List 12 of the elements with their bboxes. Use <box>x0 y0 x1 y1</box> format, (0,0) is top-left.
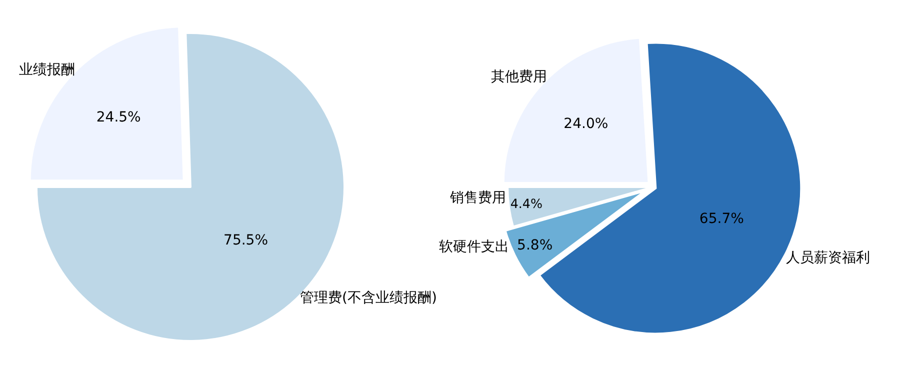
data-label: 75.5% <box>224 232 268 249</box>
slice-label: 销售费用 <box>449 190 506 206</box>
data-label: 24.5% <box>96 109 141 126</box>
data-label: 4.4% <box>510 196 542 212</box>
data-label: 24.0% <box>564 116 608 132</box>
slice-label: 其他费用 <box>491 69 547 85</box>
data-label: 5.8% <box>517 237 553 254</box>
data-label: 65.7% <box>699 210 744 227</box>
slice-label: 软硬件支出 <box>439 239 509 255</box>
slice-label: 业绩报酬 <box>19 62 75 78</box>
slice-label: 人员薪资福利 <box>786 250 870 266</box>
slice-label: 管理费(不含业绩报酬) <box>300 290 437 306</box>
